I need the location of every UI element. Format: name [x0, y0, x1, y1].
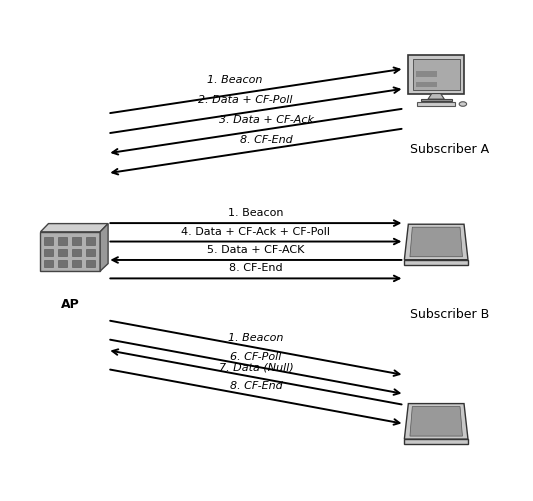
Polygon shape [405, 224, 468, 260]
FancyBboxPatch shape [41, 232, 100, 271]
Bar [72, 237, 81, 245]
Bar [72, 260, 81, 268]
Text: 6. CF-Poll: 6. CF-Poll [230, 352, 281, 362]
Polygon shape [405, 404, 468, 439]
Bar [86, 237, 95, 245]
Bar [86, 260, 95, 268]
Bar [416, 71, 437, 77]
Bar [421, 99, 452, 101]
Text: Subscriber A: Subscriber A [410, 143, 489, 156]
Bar [59, 237, 67, 245]
Text: 1. Beacon: 1. Beacon [228, 208, 284, 218]
Bar [72, 248, 81, 256]
Bar [86, 248, 95, 256]
Bar [408, 55, 464, 94]
Text: 3. Data + CF-Ack: 3. Data + CF-Ack [219, 115, 314, 125]
Bar [59, 260, 67, 268]
Bar [44, 237, 53, 245]
Polygon shape [410, 407, 463, 436]
Bar [59, 248, 67, 256]
Ellipse shape [459, 102, 466, 106]
Polygon shape [41, 223, 108, 232]
Text: 7. Data (Null): 7. Data (Null) [219, 363, 293, 373]
Bar [413, 60, 459, 90]
Text: 4. Data + CF-Ack + CF-Poll: 4. Data + CF-Ack + CF-Poll [181, 226, 330, 236]
Text: 8. CF-End: 8. CF-End [229, 264, 282, 274]
Text: 2. Data + CF-Poll: 2. Data + CF-Poll [198, 95, 293, 105]
Text: 8. CF-End: 8. CF-End [230, 381, 282, 391]
Bar [405, 439, 468, 444]
Bar [44, 248, 53, 256]
Text: Subscriber B: Subscriber B [410, 308, 489, 321]
Bar [405, 260, 468, 265]
Text: 8. CF-End: 8. CF-End [240, 135, 293, 145]
Bar [44, 260, 53, 268]
Text: 5. Data + CF-ACK: 5. Data + CF-ACK [207, 245, 304, 255]
Bar [416, 82, 437, 87]
Polygon shape [428, 94, 445, 99]
Polygon shape [100, 223, 108, 271]
Text: 1. Beacon: 1. Beacon [207, 75, 262, 85]
Polygon shape [410, 227, 463, 257]
Bar [417, 102, 456, 106]
Text: AP: AP [61, 298, 80, 311]
Text: 1. Beacon: 1. Beacon [228, 333, 284, 343]
